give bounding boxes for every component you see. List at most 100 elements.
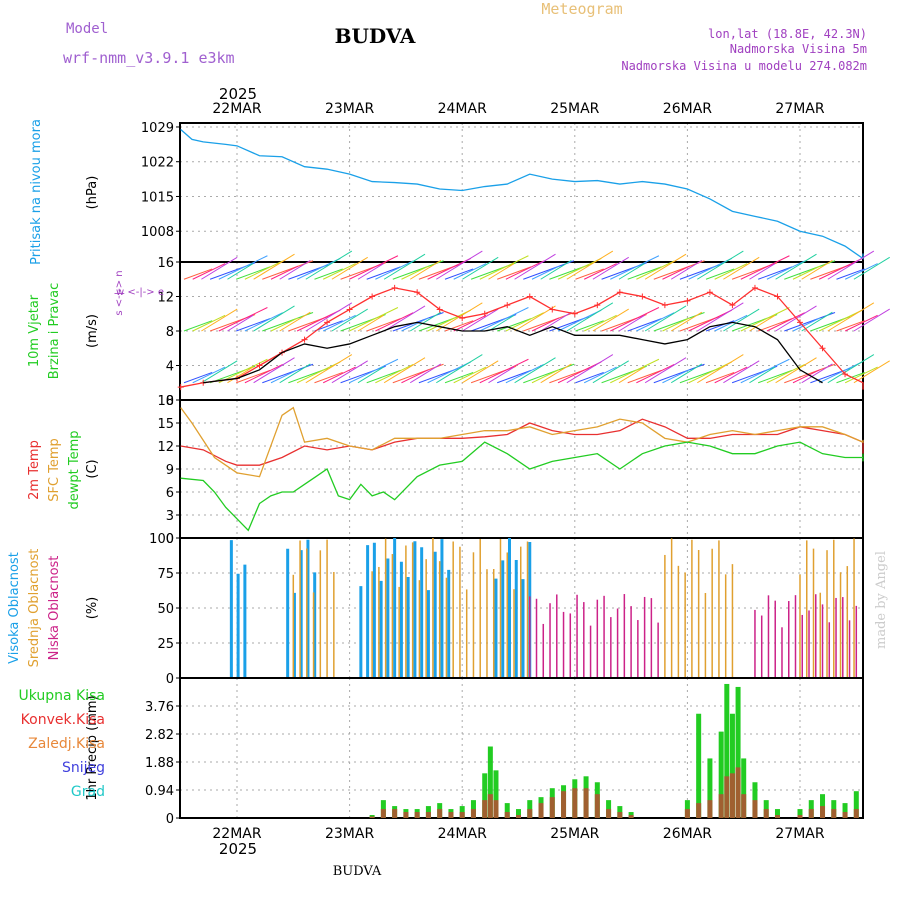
wind-arrow xyxy=(227,263,254,280)
wind-arrow xyxy=(644,305,687,332)
wind-arrow xyxy=(322,366,356,384)
precip-conv-bar xyxy=(380,809,386,818)
wind-speed-marker xyxy=(436,306,443,313)
wind-arrow xyxy=(557,361,602,384)
wind-arrow xyxy=(349,307,399,332)
wind-arrow xyxy=(610,358,660,384)
wind-arrow xyxy=(662,265,690,280)
y-tick-label: 0 xyxy=(166,532,174,547)
wind-arrow xyxy=(201,308,238,332)
wind-arrow xyxy=(375,260,414,280)
wind-speed-marker xyxy=(549,306,556,313)
y-tick-label: 1.88 xyxy=(145,756,174,771)
y-tick-label: 50 xyxy=(157,602,174,617)
precip-conv-bar xyxy=(470,809,476,818)
wind-speed-marker xyxy=(729,302,736,309)
wind-arrow xyxy=(583,366,617,384)
y-tick-label: 0 xyxy=(166,394,174,409)
wind-arrow xyxy=(662,317,690,332)
wind-arrow xyxy=(401,317,429,332)
precip-total-bar xyxy=(741,758,747,818)
wind-arrow xyxy=(497,318,532,332)
precip-conv-bar xyxy=(774,815,780,818)
temp-line xyxy=(180,441,864,532)
wind-arrow xyxy=(375,312,414,332)
wind-arrow xyxy=(314,371,343,384)
wind-speed-marker xyxy=(256,362,263,369)
y-tick-label: 9 xyxy=(166,463,174,478)
y-tick-label: 0 xyxy=(166,812,174,827)
y-tick-label: 6 xyxy=(166,486,174,501)
wind-arrow xyxy=(409,311,442,332)
precip-conv-bar xyxy=(414,812,420,818)
wind-arrow xyxy=(236,369,271,384)
wind-arrow xyxy=(296,257,341,280)
wind-arrow xyxy=(331,360,368,384)
precip-legend-label: Grad xyxy=(71,784,105,800)
wind-arrow xyxy=(479,307,529,332)
y-axis-label: (m/s) xyxy=(85,314,100,348)
precip-total-bar xyxy=(774,809,780,818)
wind-arrow xyxy=(305,354,353,384)
wind-arrow xyxy=(514,253,556,280)
wind-arrow xyxy=(531,265,560,280)
wind-arrow xyxy=(427,309,472,332)
wind-arrow xyxy=(375,364,414,384)
wind-speed-marker xyxy=(684,297,691,304)
wind-arrow xyxy=(401,369,429,384)
pressure-title: Pritisak na nivou mora xyxy=(29,119,44,265)
y-axis-label: (hPa) xyxy=(85,176,100,210)
wind-arrow xyxy=(227,314,254,332)
wind-arrow xyxy=(453,366,487,384)
wind-arrow xyxy=(236,266,271,280)
wind-arrow xyxy=(792,369,821,384)
wind-arrow xyxy=(488,314,515,332)
y-tick-label: 75 xyxy=(157,567,174,582)
y-tick-label: 1022 xyxy=(141,156,174,171)
wind-arrow xyxy=(705,268,735,280)
wind-speed-marker xyxy=(842,371,849,378)
precip-conv-bar xyxy=(437,809,443,818)
wind-arrow xyxy=(766,312,805,332)
wind-arrow xyxy=(575,371,604,384)
temp-legend-label: dewpt Temp xyxy=(67,430,82,509)
x-tick-label-bottom: 26MAR xyxy=(663,826,712,842)
wind-arrow xyxy=(853,360,890,384)
lonlat-label: lon,lat (18.8E, 42.3N) xyxy=(708,27,867,41)
wind-arrow xyxy=(488,263,515,280)
wind-title-2: Brzina i Pravac xyxy=(47,283,62,380)
wind-arrow xyxy=(714,366,748,384)
wind-speed-marker xyxy=(481,310,488,317)
precip-conv-bar xyxy=(696,803,702,818)
precip-total-bar xyxy=(628,812,634,818)
x-tick-label-top: 23MAR xyxy=(325,101,374,117)
precip-conv-bar xyxy=(763,809,769,818)
precip-conv-bar xyxy=(606,809,612,818)
wind-arrow xyxy=(436,354,483,384)
precip-conv-bar xyxy=(724,776,730,818)
wind-arrow xyxy=(827,250,875,280)
wind-speed-marker xyxy=(751,284,758,291)
wind-arrow xyxy=(592,256,629,280)
wind-arrow xyxy=(218,307,268,332)
wind-speed-marker xyxy=(177,384,184,391)
precip-total-bar xyxy=(516,809,521,818)
precip-conv-bar xyxy=(561,791,567,818)
x-tick-label-bottom: 23MAR xyxy=(325,826,374,842)
precip-total-bar xyxy=(797,809,803,818)
wind-arrow xyxy=(540,311,572,332)
wind-arrow xyxy=(723,256,760,280)
wind-arrow xyxy=(201,256,238,280)
clouds-panel: 0 25 50 75 100 (%) Visoka Oblacnost Srednja Obl… xyxy=(7,532,864,687)
wind-arrow xyxy=(279,260,311,280)
precip-total-bar xyxy=(853,791,859,818)
precip-legend-label: Ukupna Kisa xyxy=(18,688,105,704)
wind-arrow xyxy=(462,256,499,280)
wind-arrow xyxy=(697,302,744,332)
wind-arrow xyxy=(227,366,254,384)
wind-arrow xyxy=(610,255,660,280)
pressure-panel: 1008 1015 1022 1029 (hPa) Pritisak na nivou m… xyxy=(29,119,864,265)
wind-arrow xyxy=(349,255,399,280)
precip-conv-bar xyxy=(842,812,848,818)
wind-arrow xyxy=(270,369,299,384)
